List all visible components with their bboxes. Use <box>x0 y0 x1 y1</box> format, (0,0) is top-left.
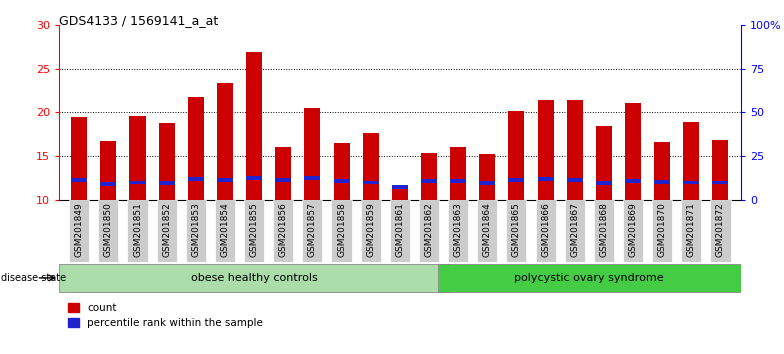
FancyBboxPatch shape <box>623 200 643 262</box>
Bar <box>713 139 728 200</box>
Text: obese healthy controls: obese healthy controls <box>191 273 318 283</box>
FancyBboxPatch shape <box>157 200 176 262</box>
FancyBboxPatch shape <box>361 200 381 262</box>
Text: GSM201868: GSM201868 <box>600 202 608 257</box>
Bar <box>363 181 379 184</box>
Text: GSM201862: GSM201862 <box>424 202 434 257</box>
Text: GSM201851: GSM201851 <box>133 202 142 257</box>
Bar <box>188 177 204 181</box>
Bar <box>129 181 146 184</box>
Text: GDS4133 / 1569141_a_at: GDS4133 / 1569141_a_at <box>59 14 218 27</box>
Bar <box>567 178 583 182</box>
Bar <box>333 179 350 183</box>
FancyBboxPatch shape <box>535 200 556 262</box>
Bar <box>479 181 495 185</box>
Text: GSM201850: GSM201850 <box>103 202 113 257</box>
Text: GSM201855: GSM201855 <box>249 202 259 257</box>
Bar <box>596 181 612 185</box>
Bar <box>275 178 292 182</box>
FancyBboxPatch shape <box>215 200 235 262</box>
Bar <box>654 142 670 200</box>
FancyBboxPatch shape <box>477 200 497 262</box>
Bar <box>71 178 87 182</box>
Bar <box>246 176 262 180</box>
Text: GSM201859: GSM201859 <box>366 202 376 257</box>
Text: GSM201864: GSM201864 <box>483 202 492 257</box>
Bar <box>217 84 233 200</box>
FancyBboxPatch shape <box>273 200 293 262</box>
FancyBboxPatch shape <box>437 263 741 292</box>
Text: GSM201861: GSM201861 <box>395 202 405 257</box>
Bar <box>684 181 699 184</box>
Bar <box>217 178 233 182</box>
Bar <box>100 141 116 200</box>
Bar <box>392 185 408 200</box>
Text: GSM201866: GSM201866 <box>541 202 550 257</box>
Bar <box>508 178 524 182</box>
FancyBboxPatch shape <box>303 200 322 262</box>
FancyBboxPatch shape <box>593 200 614 262</box>
Bar <box>188 97 204 200</box>
FancyBboxPatch shape <box>564 200 585 262</box>
Bar <box>158 123 175 200</box>
FancyBboxPatch shape <box>59 263 449 292</box>
Bar <box>479 154 495 200</box>
Text: GSM201871: GSM201871 <box>687 202 696 257</box>
FancyBboxPatch shape <box>506 200 527 262</box>
Bar <box>246 52 262 200</box>
Bar <box>508 111 524 200</box>
FancyBboxPatch shape <box>448 200 468 262</box>
FancyBboxPatch shape <box>710 200 731 262</box>
Bar <box>654 179 670 184</box>
Bar <box>71 117 87 200</box>
Text: disease state: disease state <box>1 273 66 283</box>
Bar <box>304 108 321 200</box>
Text: GSM201856: GSM201856 <box>279 202 288 257</box>
Bar <box>625 103 641 200</box>
Bar <box>392 185 408 189</box>
Bar <box>684 122 699 200</box>
Text: GSM201849: GSM201849 <box>74 202 84 257</box>
Bar <box>363 133 379 200</box>
Bar <box>450 147 466 200</box>
FancyBboxPatch shape <box>69 200 89 262</box>
Text: GSM201853: GSM201853 <box>191 202 200 257</box>
FancyBboxPatch shape <box>419 200 439 262</box>
Text: GSM201852: GSM201852 <box>162 202 171 257</box>
Bar <box>567 100 583 200</box>
Text: GSM201857: GSM201857 <box>308 202 317 257</box>
FancyBboxPatch shape <box>652 200 672 262</box>
Bar <box>158 181 175 185</box>
Text: GSM201872: GSM201872 <box>716 202 725 257</box>
Bar <box>538 177 554 181</box>
Text: GSM201867: GSM201867 <box>570 202 579 257</box>
Legend: count, percentile rank within the sample: count, percentile rank within the sample <box>64 299 267 332</box>
Bar <box>625 179 641 183</box>
FancyBboxPatch shape <box>186 200 206 262</box>
FancyBboxPatch shape <box>244 200 264 262</box>
Bar <box>596 126 612 200</box>
FancyBboxPatch shape <box>98 200 118 262</box>
Bar <box>275 147 292 200</box>
Text: GSM201854: GSM201854 <box>220 202 230 257</box>
Text: polycystic ovary syndrome: polycystic ovary syndrome <box>514 273 664 283</box>
FancyBboxPatch shape <box>332 200 351 262</box>
FancyBboxPatch shape <box>681 200 702 262</box>
Bar <box>450 179 466 183</box>
FancyBboxPatch shape <box>128 200 147 262</box>
Bar <box>100 182 116 186</box>
Text: GSM201870: GSM201870 <box>658 202 666 257</box>
Text: GSM201869: GSM201869 <box>629 202 637 257</box>
Bar <box>304 176 321 180</box>
Bar <box>421 179 437 183</box>
Text: GSM201863: GSM201863 <box>454 202 463 257</box>
Bar <box>713 181 728 184</box>
Text: GSM201865: GSM201865 <box>512 202 521 257</box>
Text: GSM201858: GSM201858 <box>337 202 346 257</box>
Bar <box>538 100 554 200</box>
Bar <box>333 143 350 200</box>
FancyBboxPatch shape <box>390 200 410 262</box>
Bar <box>129 116 146 200</box>
Bar <box>421 153 437 200</box>
